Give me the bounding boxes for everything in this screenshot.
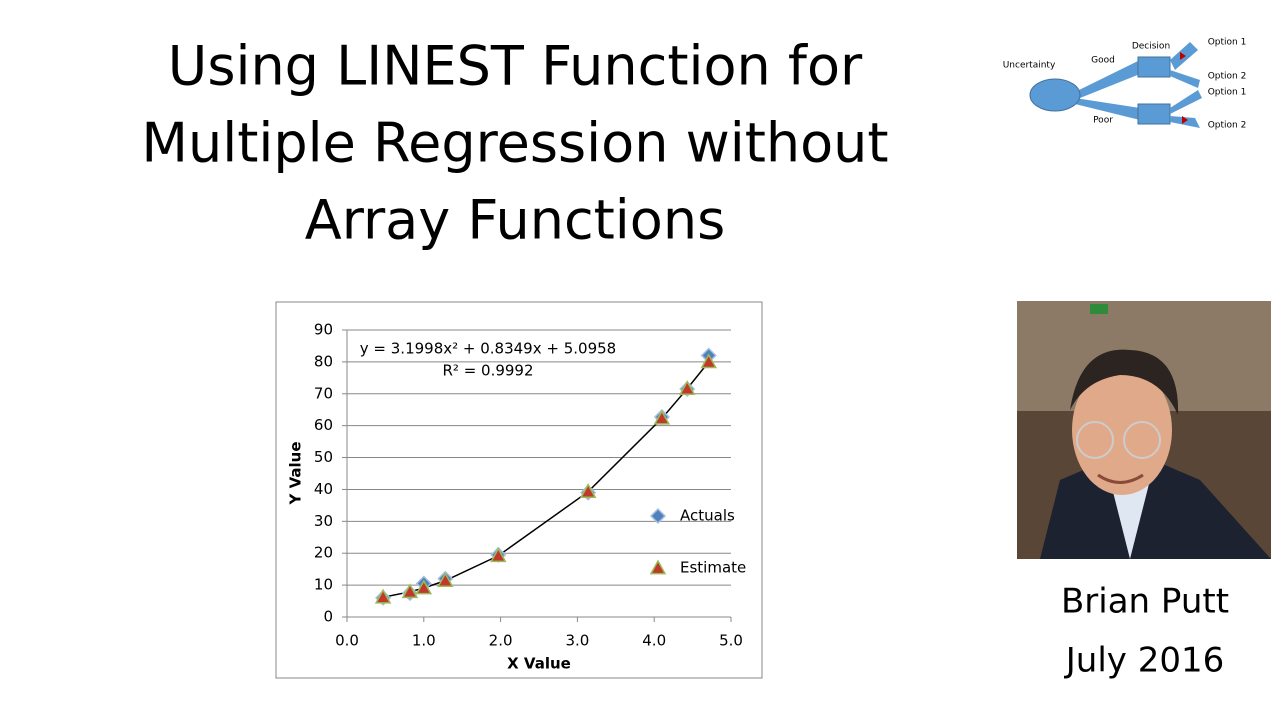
y-tick-label: 30	[314, 512, 333, 530]
annotation: y = 3.1998x² + 0.8349x + 5.0958	[360, 340, 616, 358]
y-tick-label: 10	[314, 576, 333, 594]
legend-label: Actuals	[680, 507, 735, 525]
author-photo	[1017, 301, 1271, 559]
point	[490, 547, 507, 563]
x-tick-label: 4.0	[642, 632, 666, 650]
point	[579, 483, 597, 499]
x-tick-label: 2.0	[489, 632, 513, 650]
diagram-label: Option 1	[1208, 38, 1247, 48]
author-date: July 2016	[1064, 641, 1224, 681]
author-name: Brian Putt	[1061, 582, 1229, 622]
diagram-label: Poor	[1093, 116, 1113, 126]
x-tick-label: 0.0	[335, 632, 359, 650]
point	[374, 588, 392, 604]
y-tick-label: 0	[323, 608, 333, 626]
diagram-label: Good	[1091, 56, 1115, 66]
annotation: R² = 0.9992	[442, 362, 533, 380]
x-tick-label: 5.0	[719, 632, 743, 650]
point	[700, 353, 718, 369]
chart-frame	[275, 301, 763, 679]
diagram-label: Decision	[1132, 42, 1170, 52]
diagram-label: Uncertainty	[1003, 61, 1056, 71]
decision-tree: Uncertainty Good Decision Option 1 Optio…	[1003, 38, 1247, 131]
y-tick-label: 20	[314, 544, 333, 562]
point	[401, 583, 419, 599]
point	[678, 380, 696, 396]
y-axis-label: Y Value	[287, 442, 305, 506]
legend-marker	[649, 507, 667, 525]
diagram-label: Option 2	[1208, 121, 1247, 131]
diagram-label: Option 2	[1208, 72, 1247, 82]
y-tick-label: 80	[314, 352, 333, 370]
legend-marker	[649, 559, 667, 575]
y-tick-label: 50	[314, 448, 333, 466]
slide-title: Using LINEST Function for	[168, 35, 863, 98]
slide-title: Multiple Regression without	[141, 112, 888, 175]
diagram-label: Option 1	[1208, 88, 1247, 98]
legend-label: Estimate	[680, 559, 746, 577]
y-tick-label: 60	[314, 416, 333, 434]
y-tick-label: 70	[314, 384, 333, 402]
slide-title: Array Functions	[305, 189, 725, 252]
y-tick-label: 90	[314, 321, 333, 339]
x-tick-label: 1.0	[412, 632, 436, 650]
point	[415, 579, 433, 595]
point	[437, 572, 454, 587]
x-axis-label: X Value	[507, 655, 571, 673]
x-tick-label: 3.0	[565, 632, 589, 650]
y-tick-label: 40	[314, 480, 333, 498]
point	[653, 409, 671, 425]
